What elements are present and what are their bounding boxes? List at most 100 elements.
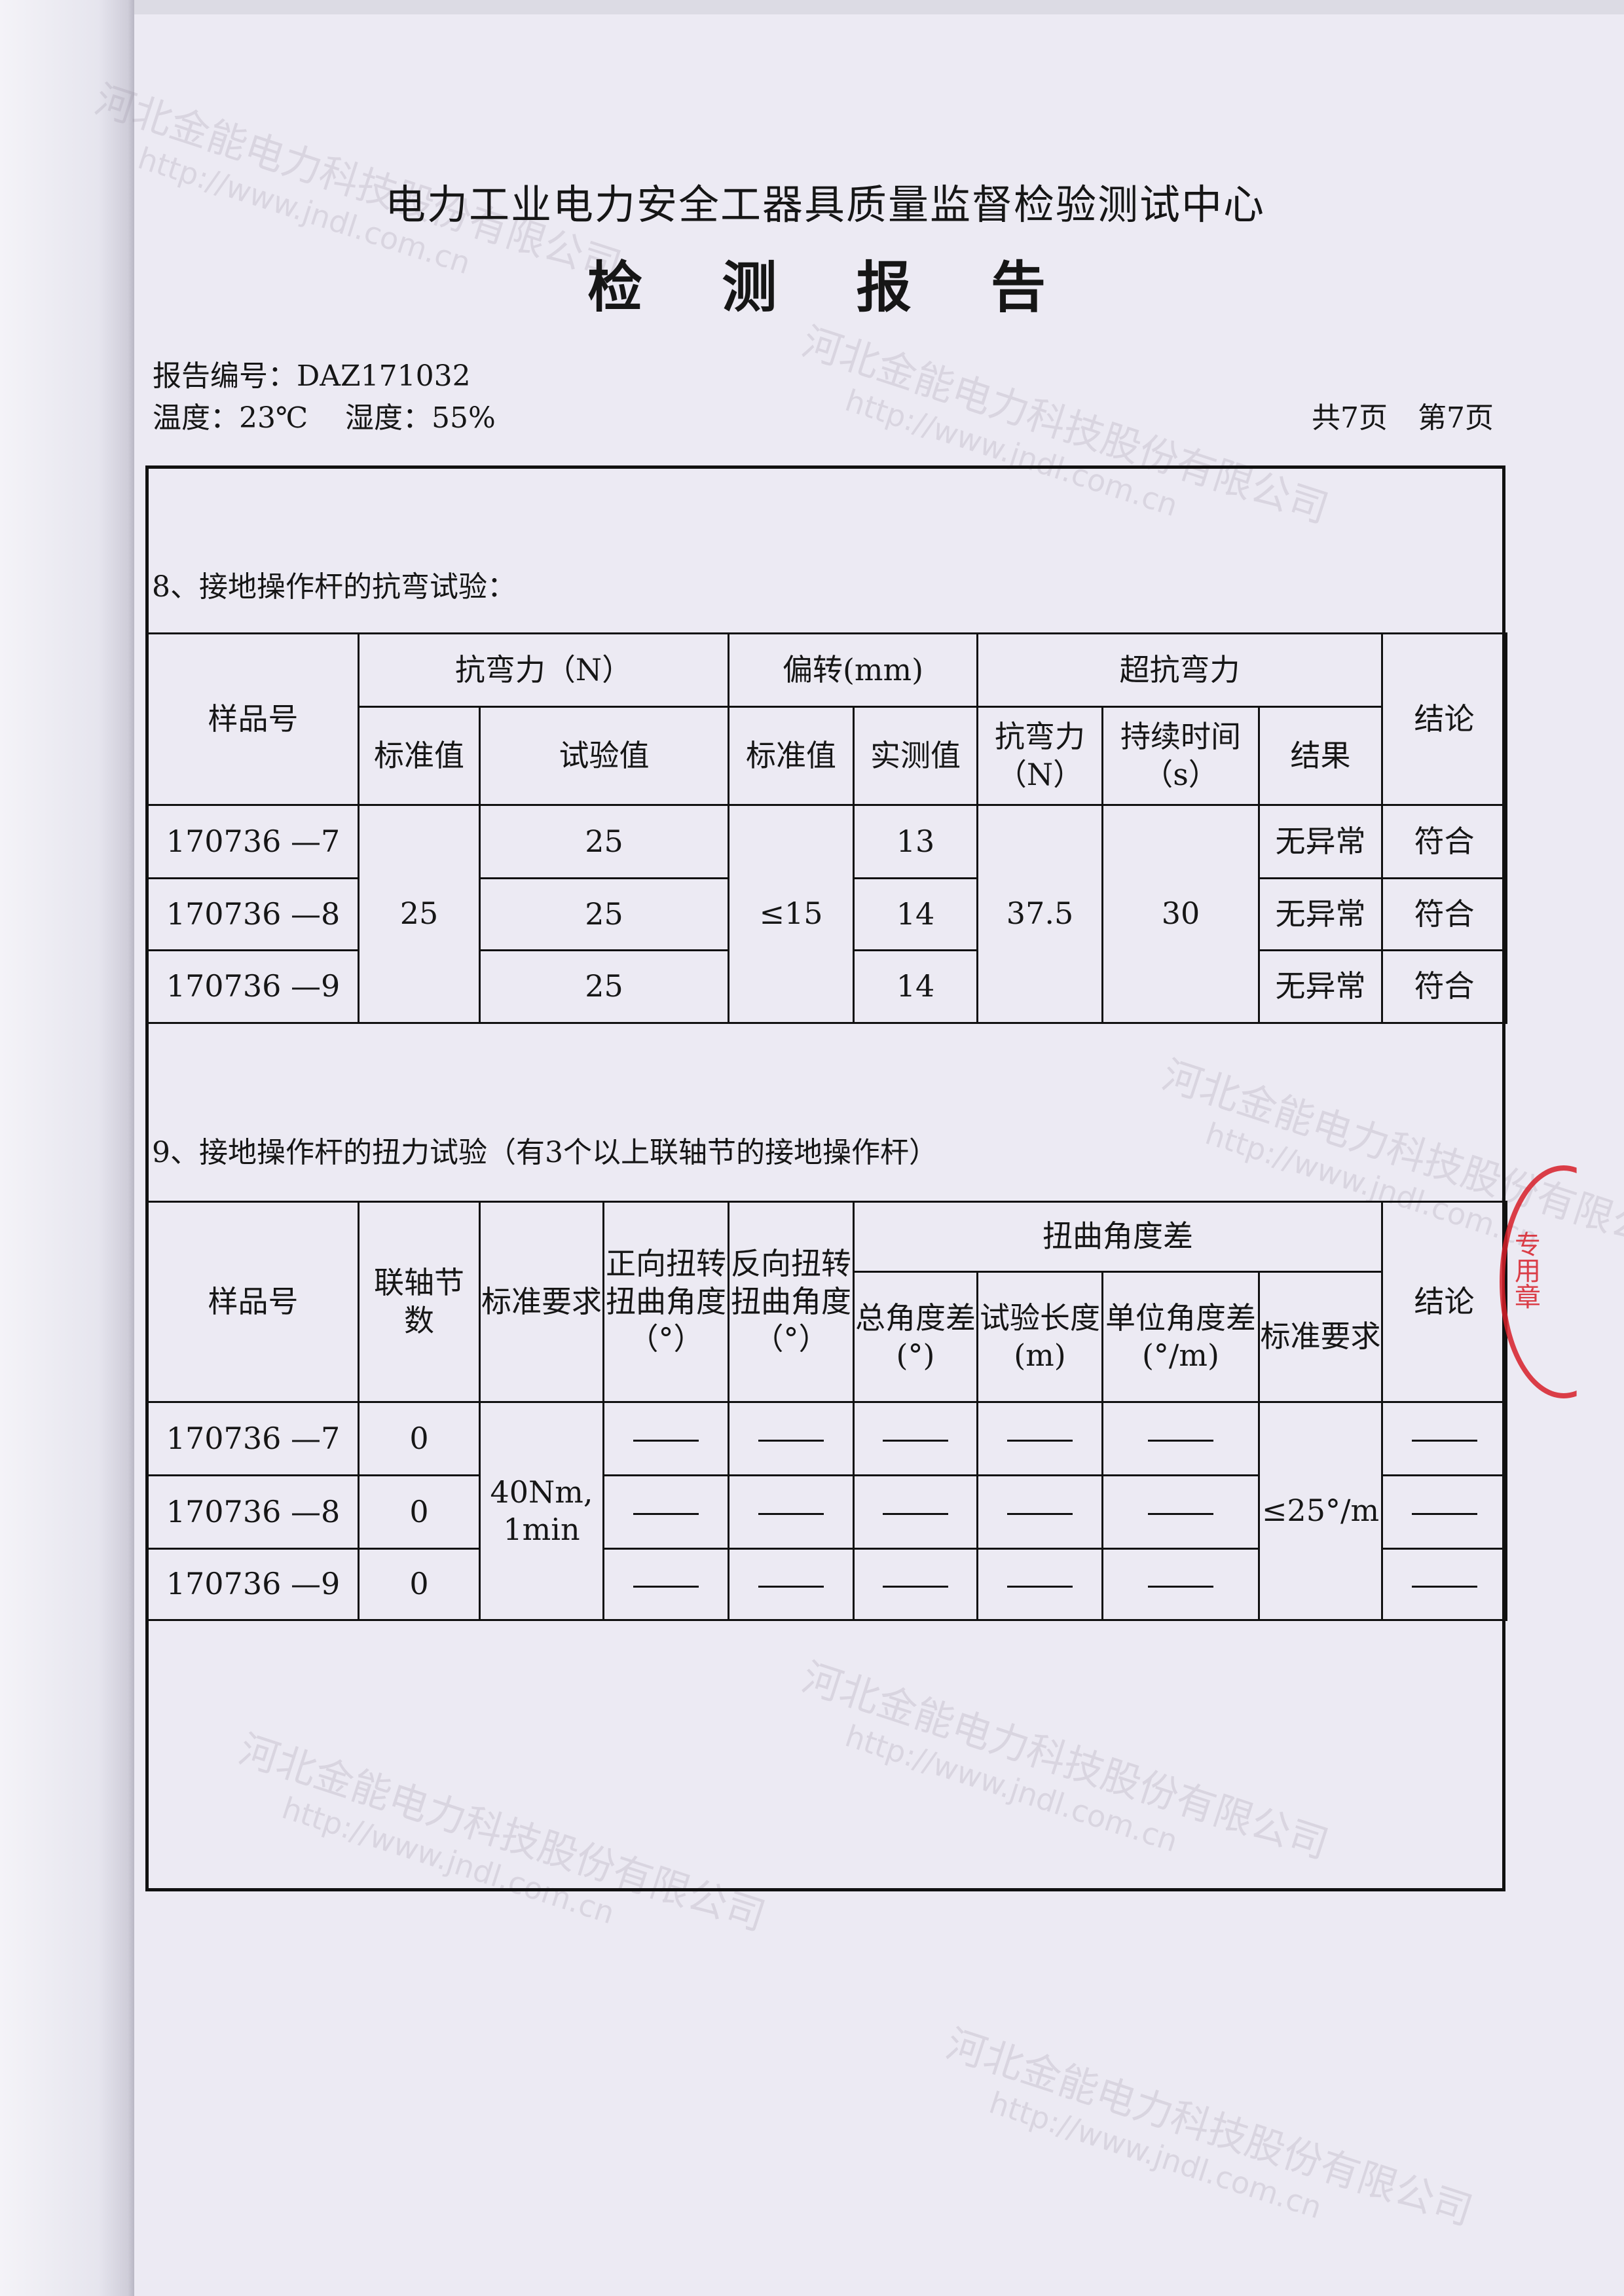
header-twist-diff: 扭曲角度差 — [853, 1201, 1383, 1273]
dash — [633, 1440, 699, 1442]
dash — [758, 1585, 824, 1588]
std-value-cell: 25 — [358, 804, 481, 1024]
page-number: 第7页 — [1418, 401, 1494, 435]
ob-force-cell: 37.5 — [976, 804, 1104, 1024]
test-value-cell: 25 — [479, 877, 729, 951]
joints-cell: 0 — [358, 1474, 481, 1550]
dash — [1411, 1440, 1477, 1442]
dash — [1007, 1513, 1073, 1516]
table-row: 170736 —9 0 — [147, 1548, 1507, 1621]
stamp-text: 专用章 — [1510, 1231, 1540, 1309]
measured-cell: 14 — [852, 949, 979, 1024]
dash — [1411, 1513, 1477, 1516]
result-cell: 无异常 — [1258, 877, 1384, 951]
empty-cell — [1381, 1401, 1507, 1476]
test-value-cell: 25 — [479, 804, 729, 879]
sample-cell: 170736 —7 — [147, 804, 360, 879]
watermark: 河北金能电力科技股份有限公司 http://www.jndl.com.cn — [940, 2020, 1478, 2235]
empty-cell — [976, 1548, 1103, 1621]
header-duration: 持续时间（s） — [1101, 706, 1261, 806]
empty-cell — [853, 1401, 978, 1476]
header-ob-force: 抗弯力（N） — [976, 706, 1104, 806]
report-number: 报告编号：DAZ171032 — [153, 359, 471, 393]
header-conclusion: 结论 — [1381, 1201, 1507, 1403]
deflection-std-cell: ≤15 — [728, 804, 855, 1024]
doc-title: 检 测 报 告 — [587, 255, 1076, 319]
joints-cell: 0 — [358, 1401, 481, 1476]
empty-cell — [602, 1474, 729, 1550]
empty-cell — [976, 1474, 1103, 1550]
dash — [883, 1440, 948, 1442]
empty-cell — [602, 1548, 729, 1621]
total-pages: 共7页 — [1312, 401, 1388, 435]
header-conclusion: 结论 — [1381, 632, 1508, 806]
table-row: 170736 —8 25 14 无异常 符合 — [147, 877, 1508, 951]
empty-cell — [728, 1548, 855, 1621]
empty-cell — [1101, 1401, 1260, 1476]
empty-cell — [728, 1401, 855, 1476]
dash — [1411, 1585, 1477, 1588]
table-row: 170736 —7 0 40Nm, 1min ≤25°/m — [147, 1401, 1507, 1621]
header-joints: 联轴节数 — [358, 1201, 481, 1403]
test-value-cell: 25 — [479, 949, 729, 1024]
header-sample: 样品号 — [147, 632, 360, 806]
result-cell: 无异常 — [1258, 804, 1384, 879]
header-std: 标准值 — [358, 706, 481, 806]
duration-cell: 30 — [1101, 804, 1261, 1024]
scan-binding-edge — [0, 0, 134, 2296]
dash — [758, 1513, 824, 1516]
header-unit-diff: 单位角度差(°/m) — [1101, 1271, 1260, 1403]
joints-cell: 0 — [358, 1548, 481, 1621]
section-9-title: 9、接地操作杆的扭力试验（有3个以上联轴节的接地操作杆） — [152, 1136, 938, 1169]
header-sample: 样品号 — [147, 1201, 360, 1403]
header-bend-force: 抗弯力（N） — [358, 632, 729, 708]
header-test: 试验值 — [479, 706, 729, 806]
temperature: 温度：23℃ — [153, 401, 308, 435]
humidity: 湿度：55% — [345, 401, 496, 435]
conclusion-cell: 符合 — [1381, 949, 1508, 1024]
empty-cell — [1101, 1548, 1260, 1621]
header-forward-angle: 正向扭转扭曲角度（°） — [602, 1201, 729, 1403]
sample-cell: 170736 —9 — [147, 949, 360, 1024]
header-deflection: 偏转(mm) — [727, 632, 979, 708]
empty-cell — [1381, 1474, 1507, 1550]
table-row: 170736 —7 25 25 ≤15 13 37.5 30 无异常 符合 — [147, 804, 1508, 1024]
table-row: 170736 —9 25 14 无异常 符合 — [147, 949, 1508, 1024]
bending-test-table: 样品号 抗弯力（N） 偏转(mm) 超抗弯力 结论 标准值 试验值 标准值 实测… — [147, 632, 1508, 1024]
dash — [1148, 1440, 1213, 1442]
empty-cell — [602, 1401, 729, 1476]
sample-cell: 170736 —8 — [147, 1474, 360, 1550]
dash — [1148, 1585, 1213, 1588]
sample-cell: 170736 —7 — [147, 1401, 360, 1476]
sample-cell: 170736 —9 — [147, 1548, 360, 1621]
conclusion-cell: 符合 — [1381, 877, 1508, 951]
empty-cell — [728, 1474, 855, 1550]
measured-cell: 13 — [852, 804, 979, 879]
org-title: 电力工业电力安全工器具质量监督检验测试中心 — [384, 181, 1265, 228]
empty-cell — [1381, 1548, 1507, 1621]
dash — [1007, 1440, 1073, 1442]
dash — [758, 1440, 824, 1442]
measured-cell: 14 — [852, 877, 979, 951]
dash — [1148, 1513, 1213, 1516]
header-total-diff: 总角度差(°) — [853, 1271, 978, 1403]
header-measured: 实测值 — [852, 706, 979, 806]
header-std-req: 标准要求 — [479, 1201, 604, 1403]
std-req-cell: 40Nm, 1min — [479, 1401, 604, 1621]
dash — [633, 1513, 699, 1516]
torsion-test-table: 样品号 联轴节数 标准要求 正向扭转扭曲角度（°） 反向扭转扭曲角度（°） 扭曲… — [147, 1201, 1507, 1621]
header-test-length: 试验长度(m) — [976, 1271, 1103, 1403]
conclusion-cell: 符合 — [1381, 804, 1508, 879]
header-over-bend: 超抗弯力 — [976, 632, 1384, 708]
header-std2: 标准值 — [728, 706, 855, 806]
empty-cell — [1101, 1474, 1260, 1550]
empty-cell — [853, 1548, 978, 1621]
result-cell: 无异常 — [1258, 949, 1384, 1024]
header-reverse-angle: 反向扭转扭曲角度（°） — [728, 1201, 855, 1403]
report-frame — [145, 465, 1505, 1891]
std2-cell: ≤25°/m — [1258, 1401, 1383, 1621]
section-8-title: 8、接地操作杆的抗弯试验： — [152, 570, 516, 604]
header-result: 结果 — [1258, 706, 1384, 806]
dash — [1007, 1585, 1073, 1588]
dash — [633, 1585, 699, 1588]
